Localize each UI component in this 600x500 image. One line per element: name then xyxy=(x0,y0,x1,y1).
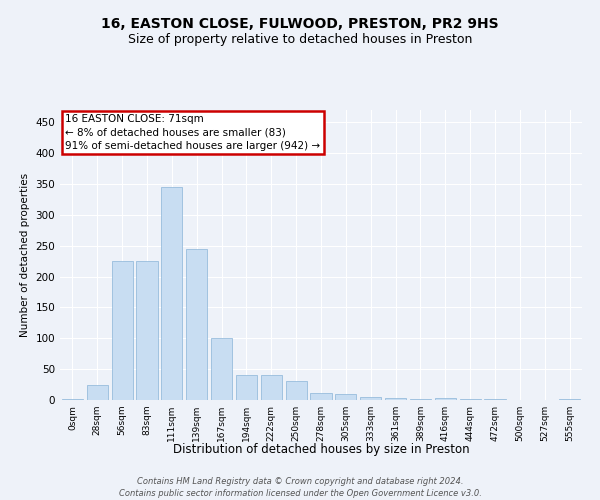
Bar xyxy=(62,399,83,400)
Y-axis label: Number of detached properties: Number of detached properties xyxy=(20,173,30,337)
Bar xyxy=(286,382,307,400)
Bar xyxy=(161,187,182,400)
Bar xyxy=(435,398,456,400)
Text: Distribution of detached houses by size in Preston: Distribution of detached houses by size … xyxy=(173,442,469,456)
Text: Size of property relative to detached houses in Preston: Size of property relative to detached ho… xyxy=(128,32,472,46)
Bar xyxy=(112,261,133,400)
Bar xyxy=(559,399,580,400)
Bar xyxy=(261,376,282,400)
Bar xyxy=(335,394,356,400)
Bar xyxy=(136,261,158,400)
Bar xyxy=(360,397,381,400)
Text: Contains HM Land Registry data © Crown copyright and database right 2024.
Contai: Contains HM Land Registry data © Crown c… xyxy=(119,476,481,498)
Bar xyxy=(87,384,108,400)
Bar xyxy=(310,392,332,400)
Bar xyxy=(236,376,257,400)
Text: 16 EASTON CLOSE: 71sqm
← 8% of detached houses are smaller (83)
91% of semi-deta: 16 EASTON CLOSE: 71sqm ← 8% of detached … xyxy=(65,114,320,151)
Bar xyxy=(385,398,406,400)
Bar xyxy=(186,249,207,400)
Bar xyxy=(211,338,232,400)
Text: 16, EASTON CLOSE, FULWOOD, PRESTON, PR2 9HS: 16, EASTON CLOSE, FULWOOD, PRESTON, PR2 … xyxy=(101,18,499,32)
